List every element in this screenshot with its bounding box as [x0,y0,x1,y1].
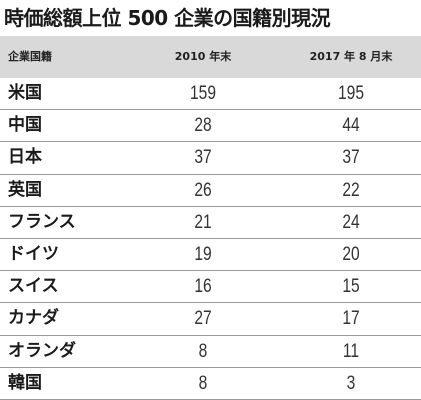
table-row: 日本 37 37 [0,142,421,175]
cell-country: フランス [8,211,76,232]
cell-country: スイス [8,276,59,297]
data-table: 企業国籍 2010 年末 2017 年 8 月末 米国 159 195 中国 28 44 日… [0,36,421,400]
table-row: 英国 26 22 [0,175,421,207]
table-row: スイス 16 15 [0,271,421,304]
cell-country: ドイツ [8,243,59,264]
cell-2017: 15 [342,276,360,298]
cell-country: 日本 [8,147,42,168]
cell-2010: 27 [194,308,212,330]
cell-2010: 8 [198,340,208,362]
cell-2010: 159 [189,83,216,104]
table-body: 米国 159 195 中国 28 44 日本 37 37 英国 26 22 フランス 21 24 ドイツ 19 2… [0,78,421,400]
table-row: 中国 28 44 [0,110,421,143]
cell-2010: 21 [194,211,212,233]
cell-2017: 3 [346,372,356,394]
cell-2017: 44 [342,115,360,137]
cell-2010: 16 [194,276,212,298]
cell-2017: 37 [342,147,360,169]
cell-country: カナダ [8,308,59,329]
table-row: ドイツ 19 20 [0,239,421,272]
cell-country: 中国 [8,115,42,136]
cell-2010: 26 [194,179,212,201]
cell-2017: 17 [342,308,360,330]
column-header-2017: 2017 年 8 月末 [309,50,393,63]
column-header-2010: 2010 年末 [174,50,232,63]
cell-country: 米国 [8,83,42,103]
table-row: オランダ 8 11 [0,336,421,368]
cell-country: 韓国 [8,372,42,393]
cell-country: オランダ [8,340,76,361]
table-row: 韓国 8 3 [0,368,421,400]
column-header-country: 企業国籍 [8,50,52,63]
table-row: カナダ 27 17 [0,303,421,336]
table-row: フランス 21 24 [0,207,421,239]
cell-2017: 11 [342,340,360,362]
cell-2010: 37 [194,147,212,169]
cell-2010: 8 [198,372,208,394]
cell-2017: 20 [342,243,360,265]
cell-2017: 22 [342,179,360,201]
cell-2017: 24 [342,211,360,233]
table-header-row: 企業国籍 2010 年末 2017 年 8 月末 [0,36,421,78]
cell-2010: 28 [194,115,212,137]
cell-country: 英国 [8,179,42,200]
cell-2010: 19 [194,243,212,265]
table-row: 米国 159 195 [0,78,421,111]
page-title: 時価総額上位 500 企業の国籍別現況 [4,6,331,30]
cell-2017: 195 [337,83,364,104]
